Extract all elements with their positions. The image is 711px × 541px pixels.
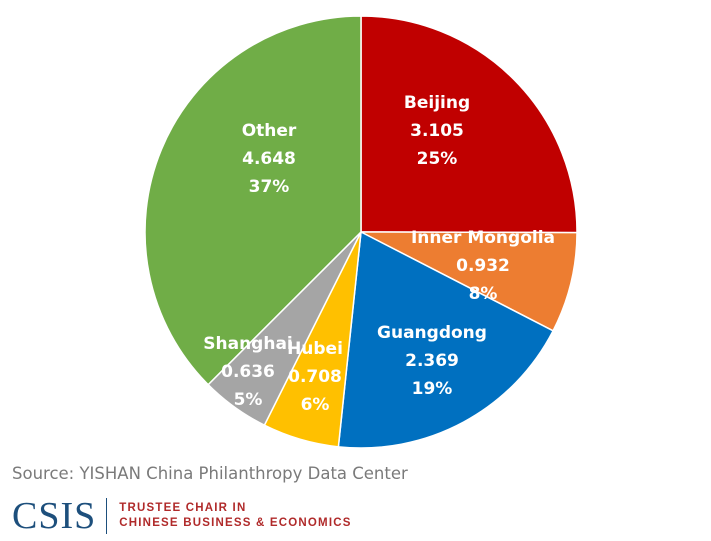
slice-value-inner-mongolia: 0.932 — [456, 256, 510, 276]
slice-value-beijing: 3.105 — [410, 121, 464, 141]
slice-percent-beijing: 25% — [417, 149, 458, 169]
slice-percent-hubei: 6% — [301, 395, 330, 415]
slice-value-shanghai: 0.636 — [221, 362, 275, 382]
logo-subtitle-line2: CHINESE BUSINESS & ECONOMICS — [119, 517, 352, 529]
pie-slice-other — [144, 15, 362, 386]
slice-value-guangdong: 2.369 — [405, 351, 459, 371]
csis-logo: CSIS TRUSTEE CHAIR IN CHINESE BUSINESS &… — [12, 494, 352, 538]
slice-percent-shanghai: 5% — [234, 390, 263, 410]
slice-percent-inner-mongolia: 8% — [469, 284, 498, 304]
logo-mark: CSIS — [12, 495, 97, 537]
logo-subtitle-line1: TRUSTEE CHAIR IN — [119, 502, 247, 514]
pie-chart: Beijing 3.105 25% Inner Mongolia 0.932 8% Guan… — [144, 15, 578, 449]
pie-slice-guangdong — [337, 230, 555, 449]
slice-percent-other: 37% — [249, 177, 290, 197]
logo-subtitle: TRUSTEE CHAIR IN CHINESE BUSINESS & ECON… — [119, 501, 351, 531]
pie-chart-svg: Beijing 3.105 25% Inner Mongolia 0.932 8% Guan… — [144, 15, 578, 449]
source-note: Source: YISHAN China Philanthropy Data C… — [12, 464, 408, 483]
slice-value-hubei: 0.708 — [288, 367, 342, 387]
slice-value-other: 4.648 — [242, 149, 296, 169]
slice-label-inner-mongolia: Inner Mongolia — [411, 228, 555, 248]
slice-label-shanghai: Shanghai — [203, 334, 293, 354]
logo-divider — [106, 498, 108, 534]
pie-slice-inner-mongolia — [360, 231, 578, 332]
slice-percent-guangdong: 19% — [412, 379, 453, 399]
slice-label-guangdong: Guangdong — [377, 323, 487, 343]
pie-slice-beijing — [360, 15, 578, 234]
slice-label-beijing: Beijing — [404, 93, 470, 113]
slice-label-other: Other — [242, 121, 297, 141]
slice-label-hubei: Hubei — [287, 339, 343, 359]
